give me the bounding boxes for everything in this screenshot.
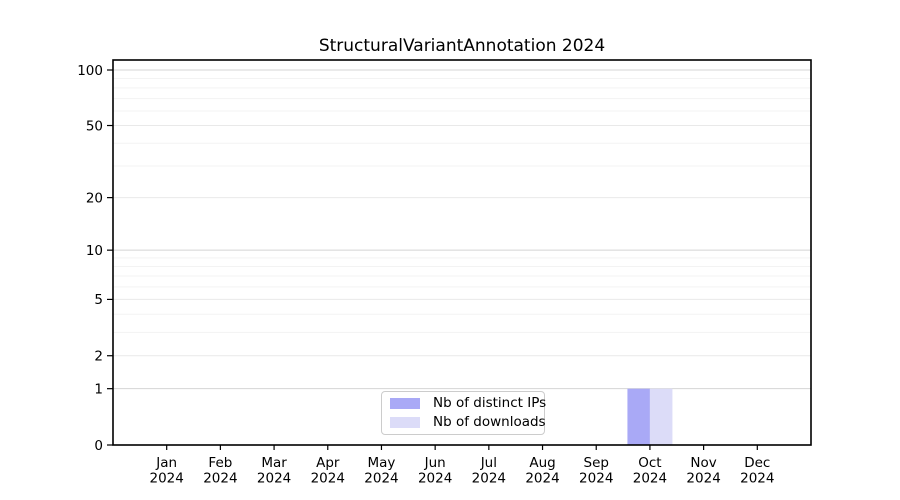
y-tick-label-20: 20 [86,190,103,206]
y-tick-label-0: 0 [94,438,103,454]
axis-labels: 0125102050100Jan2024Feb2024Mar2024Apr202… [77,63,774,487]
x-tick-month-feb: Feb [208,455,232,471]
x-tick-month-nov: Nov [690,455,716,471]
x-tick-month-sep: Sep [584,455,609,471]
legend-item-downloads: Nb of downloads [390,415,546,430]
bar-oct-distinct-ips [627,388,650,445]
x-tick-year-oct: 2024 [633,471,667,487]
y-tick-label-2: 2 [94,349,103,365]
legend-swatch-downloads [390,416,420,428]
legend-label-distinct-ips: Nb of distinct IPs [433,395,547,411]
chart-title: StructuralVariantAnnotation 2024 [318,36,606,56]
axis-frame [112,59,812,446]
x-tick-year-jun: 2024 [418,471,452,487]
x-tick-month-aug: Aug [529,455,555,471]
x-tick-month-oct: Oct [638,455,661,471]
x-tick-year-dec: 2024 [740,471,774,487]
x-tick-year-jan: 2024 [150,471,184,487]
y-tick-label-5: 5 [94,292,103,308]
x-tick-year-nov: 2024 [686,471,720,487]
legend-item-distinct-ips: Nb of distinct IPs [390,396,546,411]
x-tick-year-aug: 2024 [525,471,559,487]
legend: Nb of distinct IPs Nb of downloads [381,391,546,435]
x-tick-year-sep: 2024 [579,471,613,487]
x-tick-year-feb: 2024 [203,471,237,487]
legend-label-downloads: Nb of downloads [433,413,546,430]
x-tick-year-apr: 2024 [311,471,345,487]
x-tick-month-apr: Apr [316,455,340,471]
x-tick-month-mar: Mar [261,455,287,471]
x-tick-month-may: May [368,455,396,471]
axis-ticks [107,69,758,450]
x-tick-year-mar: 2024 [257,471,291,487]
y-tick-label-50: 50 [86,118,103,134]
y-tick-label-100: 100 [77,63,103,79]
legend-swatch-distinct-ips [390,398,420,410]
bars [627,388,673,445]
y-tick-label-10: 10 [86,243,103,259]
y-tick-label-1: 1 [94,381,103,397]
x-tick-year-may: 2024 [364,471,398,487]
x-tick-month-jan: Jan [155,455,177,471]
x-tick-year-jul: 2024 [472,471,506,487]
bar-oct-downloads [649,388,673,445]
x-tick-month-jul: Jul [480,455,497,471]
x-tick-month-dec: Dec [744,455,770,471]
x-tick-month-jun: Jun [424,455,446,471]
gridlines [113,69,811,390]
